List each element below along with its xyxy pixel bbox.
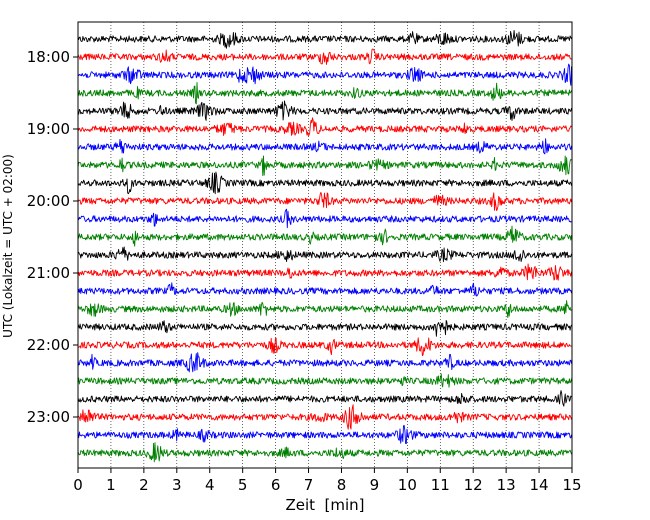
x-tick-label: 1 bbox=[106, 476, 116, 494]
seismic-trace bbox=[77, 171, 572, 195]
seismic-trace bbox=[77, 29, 572, 49]
y-tick-label: 21:00 bbox=[27, 264, 70, 282]
x-tick-label: 8 bbox=[337, 476, 347, 494]
seismic-trace bbox=[77, 82, 572, 105]
seismic-trace bbox=[77, 390, 572, 407]
x-axis-ticks: 0 1 2 3 4 5 6 7 8 9 10 11 12 13 14 15 bbox=[73, 468, 582, 494]
x-tick-label: 13 bbox=[497, 476, 516, 494]
seismic-trace bbox=[77, 425, 572, 445]
seismic-trace bbox=[77, 373, 572, 388]
x-tick-label: 4 bbox=[205, 476, 215, 494]
seismic-trace bbox=[77, 191, 572, 211]
x-tick-label: 9 bbox=[370, 476, 380, 494]
x-tick-label: 11 bbox=[431, 476, 450, 494]
x-tick-label: 5 bbox=[238, 476, 248, 494]
x-tick-label: 15 bbox=[562, 476, 581, 494]
seismic-trace bbox=[77, 263, 572, 281]
plot-frame bbox=[77, 21, 573, 469]
y-axis-label: UTC (Lokalzeit = UTC + 02:00) bbox=[1, 154, 15, 338]
y-axis-ticks: 18:00 19:00 20:00 21:00 22:00 23:00 bbox=[27, 48, 78, 426]
x-tick-label: 6 bbox=[271, 476, 281, 494]
seismic-trace bbox=[77, 404, 572, 430]
seismic-trace bbox=[77, 138, 572, 155]
seismic-trace bbox=[77, 246, 572, 263]
y-tick-label: 23:00 bbox=[27, 408, 70, 426]
x-tick-label: 2 bbox=[139, 476, 149, 494]
seismic-trace bbox=[77, 225, 572, 247]
seismic-trace bbox=[77, 319, 572, 337]
trace-group bbox=[77, 29, 572, 463]
seismic-trace bbox=[77, 282, 572, 297]
y-tick-label: 19:00 bbox=[27, 120, 70, 138]
x-axis-label: Zeit [min] bbox=[285, 496, 364, 514]
x-tick-label: 3 bbox=[172, 476, 182, 494]
seismic-trace bbox=[77, 208, 572, 229]
x-tick-label: 14 bbox=[530, 476, 549, 494]
x-tick-label: 7 bbox=[304, 476, 314, 494]
y-tick-label: 18:00 bbox=[27, 48, 70, 66]
seismic-trace bbox=[77, 300, 572, 319]
x-tick-label: 0 bbox=[73, 476, 83, 494]
seismic-trace bbox=[77, 442, 572, 463]
seismic-trace bbox=[77, 337, 572, 357]
seismic-trace bbox=[77, 48, 572, 65]
seismic-trace bbox=[77, 155, 572, 177]
seismic-trace bbox=[77, 352, 572, 373]
seismic-trace bbox=[77, 117, 572, 136]
seismic-trace bbox=[77, 100, 572, 121]
plot-area bbox=[78, 22, 572, 468]
grid-lines bbox=[110, 22, 540, 468]
y-tick-label: 20:00 bbox=[27, 192, 70, 210]
x-tick-label: 10 bbox=[398, 476, 417, 494]
seismic-trace bbox=[77, 63, 572, 86]
x-tick-label: 12 bbox=[464, 476, 483, 494]
y-tick-label: 22:00 bbox=[27, 336, 70, 354]
